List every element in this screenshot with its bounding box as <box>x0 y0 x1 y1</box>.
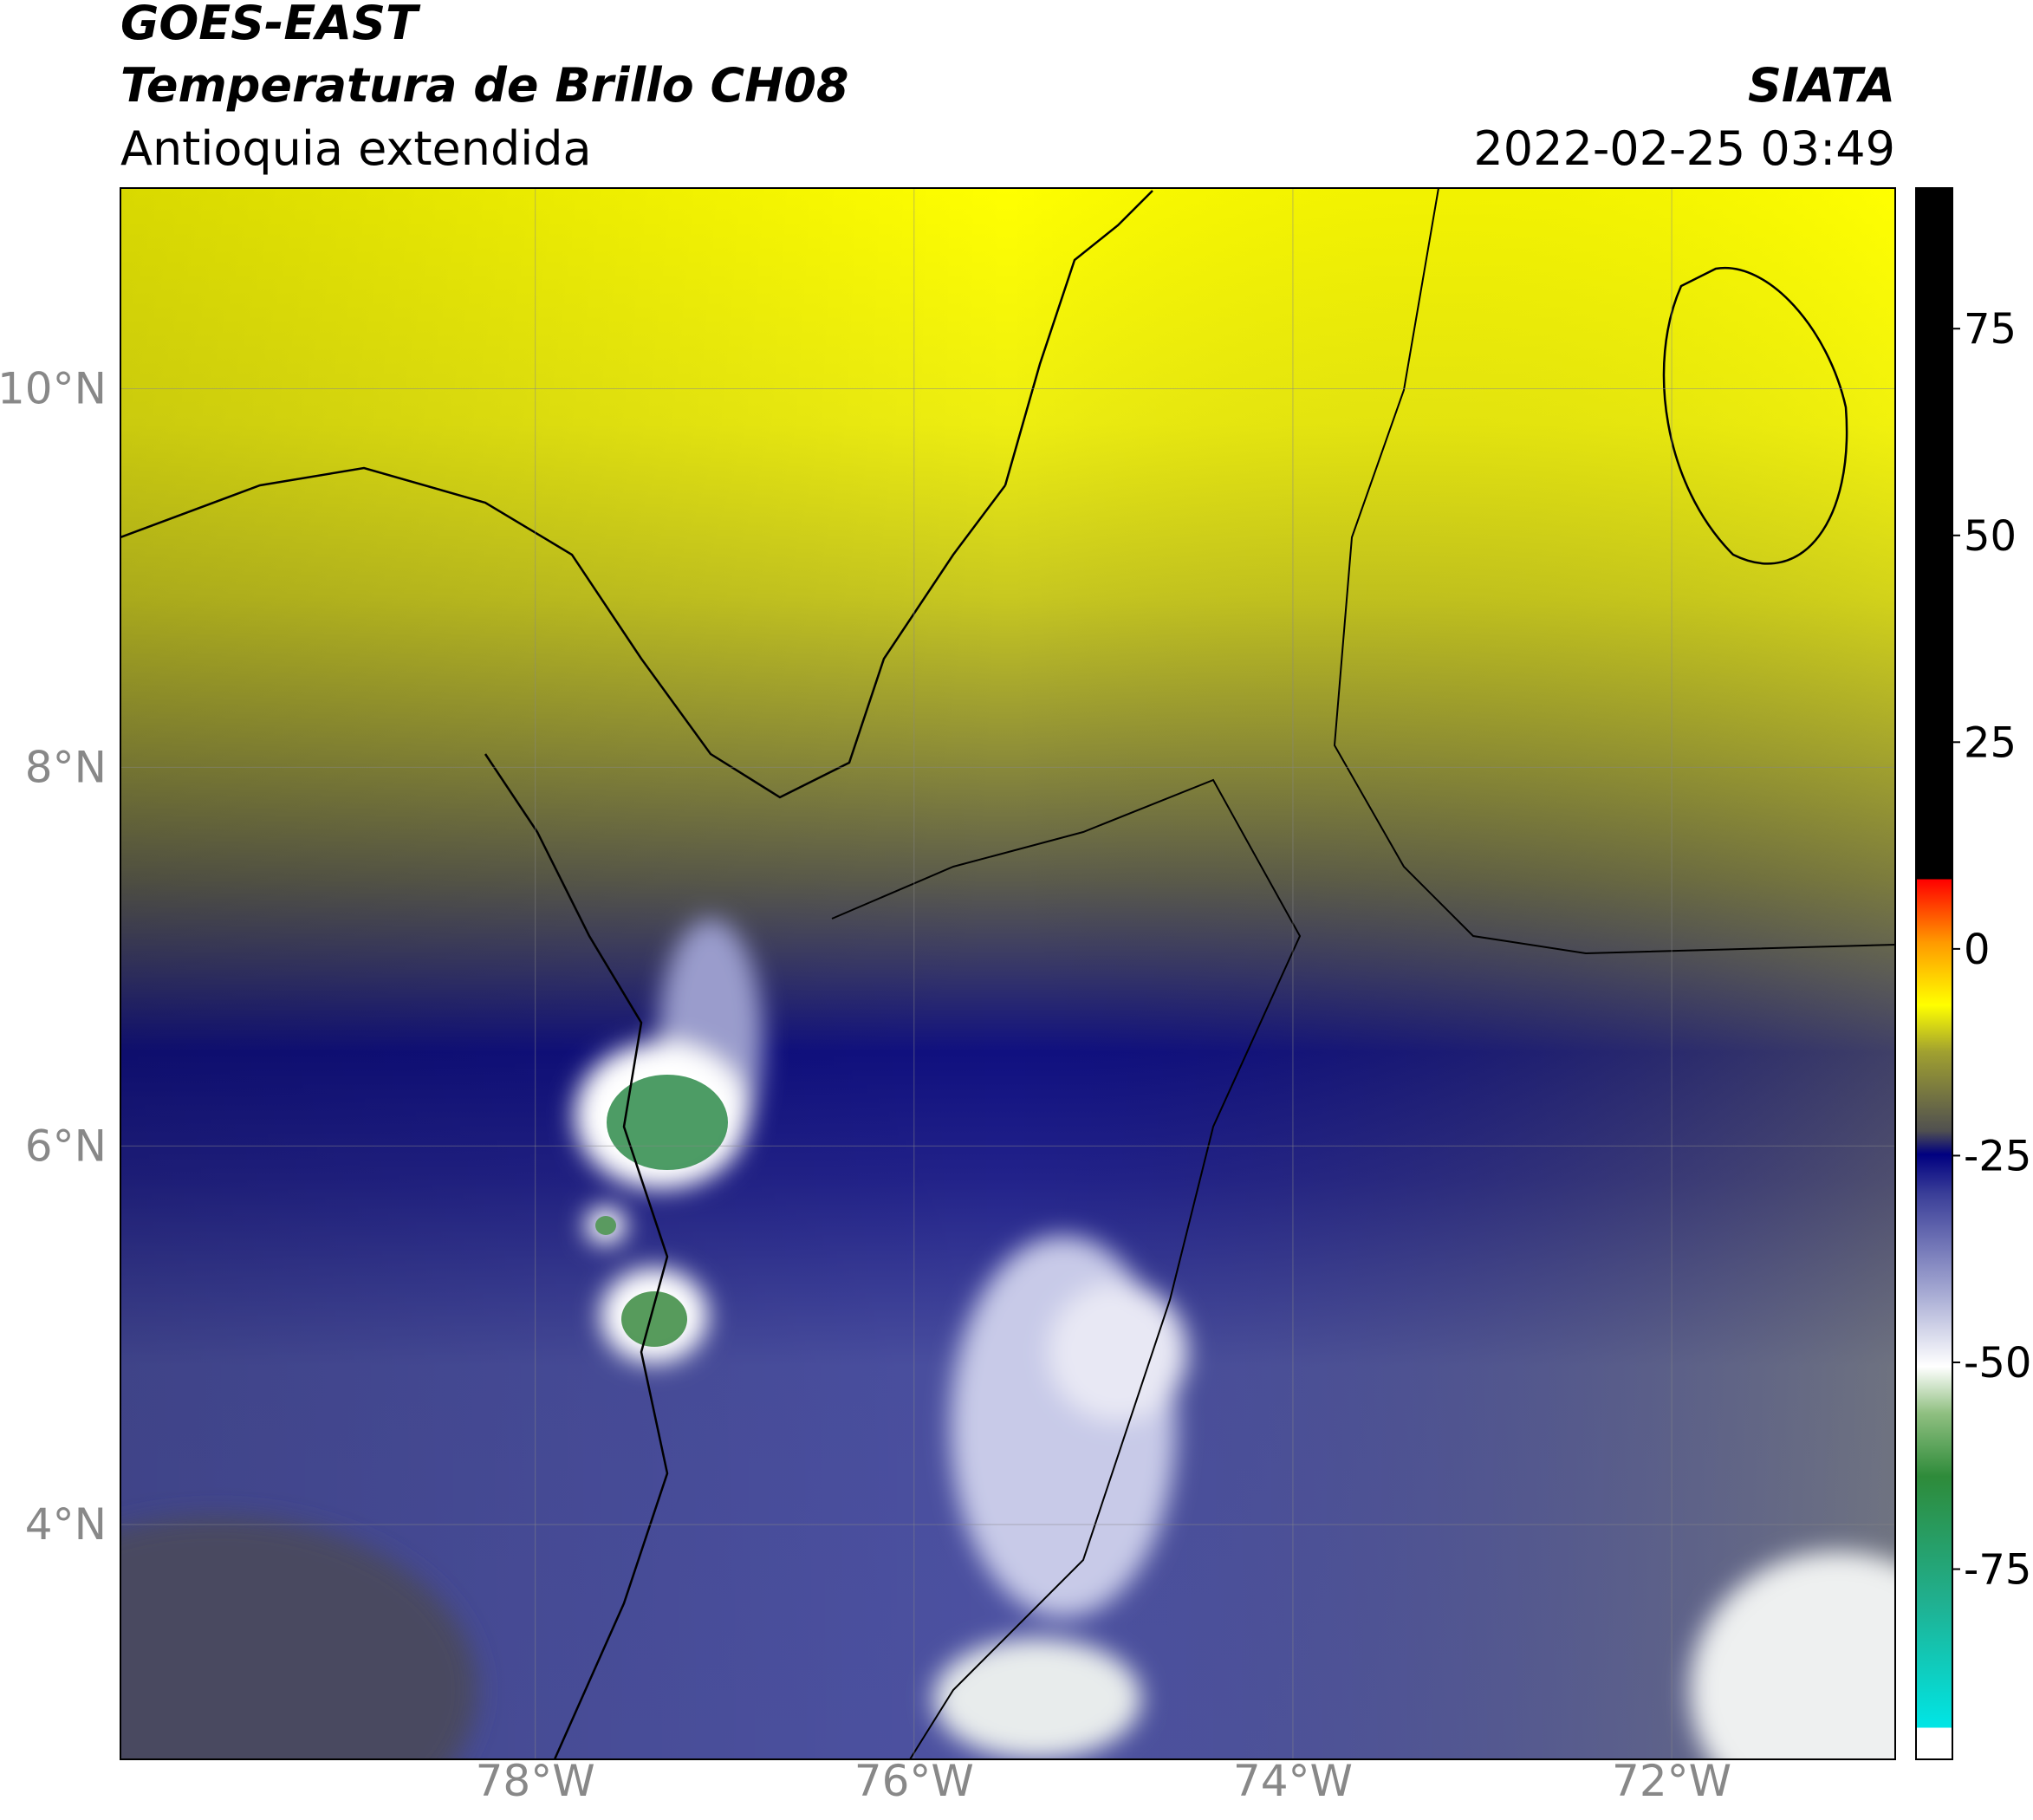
map-frame <box>120 187 1896 1760</box>
datetime: 2022-02-25 03:49 <box>1473 121 1895 176</box>
x-tick-label: 74°W <box>1233 1756 1353 1806</box>
x-tick-label: 76°W <box>854 1756 974 1806</box>
x-tick-label: 72°W <box>1612 1756 1731 1806</box>
colorbar-tick-label: -50 <box>1964 1339 2031 1388</box>
subtitle: Temperatura de Brillo CH08 <box>120 58 849 113</box>
y-tick-label: 4°N <box>25 1499 107 1550</box>
colorbar-tick-label: -25 <box>1964 1132 2031 1180</box>
colorbar-tick-label: 50 <box>1964 512 2017 561</box>
colorbar-tick-label: 75 <box>1964 305 2017 354</box>
colorbar <box>1915 187 1953 1760</box>
colorbar-tick-label: 25 <box>1964 718 2017 767</box>
y-tick-label: 6°N <box>25 1121 107 1171</box>
satellite-image <box>120 188 1895 1759</box>
y-tick-label: 8°N <box>25 742 107 792</box>
y-tick-label: 10°N <box>0 364 107 414</box>
title: GOES-EAST <box>120 0 421 50</box>
source: SIATA <box>1748 58 1895 113</box>
x-tick-label: 78°W <box>476 1756 595 1806</box>
colorbar-tick-label: -75 <box>1964 1546 2031 1595</box>
region: Antioquia extendida <box>120 121 592 176</box>
colorbar-tick-label: 0 <box>1964 926 1991 974</box>
